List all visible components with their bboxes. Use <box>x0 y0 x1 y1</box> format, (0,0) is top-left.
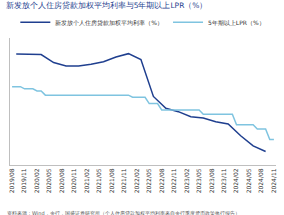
svg-text:2023/08: 2023/08 <box>208 168 215 193</box>
svg-text:2021/05: 2021/05 <box>95 168 102 193</box>
svg-text:2021/02: 2021/02 <box>83 168 90 193</box>
svg-text:2024/08: 2024/08 <box>257 168 264 193</box>
svg-text:2022/02: 2022/02 <box>133 168 140 193</box>
svg-text:2022/08: 2022/08 <box>158 168 165 193</box>
svg-text:2021/11: 2021/11 <box>120 168 127 193</box>
svg-text:2023/02: 2023/02 <box>183 168 190 193</box>
svg-text:资料来源：Wind，央行，国盛证券研究所（个人住房贷款加权平: 资料来源：Wind，央行，国盛证券研究所（个人住房贷款加权平均利率来自央行季度货… <box>7 210 240 215</box>
svg-text:2019/11: 2019/11 <box>21 168 28 193</box>
svg-text:2019/08: 2019/08 <box>8 168 15 193</box>
svg-text:2020/05: 2020/05 <box>45 168 52 193</box>
svg-text:2024/05: 2024/05 <box>245 168 252 193</box>
svg-text:2021/08: 2021/08 <box>108 168 115 193</box>
svg-text:5年期以上LPR（%）: 5年期以上LPR（%） <box>208 19 265 27</box>
svg-text:新发放个人住房贷款加权平均利率与5年期以上LPR（%）: 新发放个人住房贷款加权平均利率与5年期以上LPR（%） <box>6 1 208 10</box>
svg-text:2020/11: 2020/11 <box>70 168 77 193</box>
svg-text:2024/02: 2024/02 <box>232 168 239 193</box>
svg-text:2020/02: 2020/02 <box>33 168 40 193</box>
svg-text:2022/05: 2022/05 <box>145 168 152 193</box>
svg-text:2023/11: 2023/11 <box>220 168 227 193</box>
svg-text:2024/11: 2024/11 <box>270 168 277 193</box>
svg-text:新发放个人住房贷款加权平均利率（%）: 新发放个人住房贷款加权平均利率（%） <box>55 19 163 27</box>
svg-text:2022/11: 2022/11 <box>170 168 177 193</box>
svg-text:2020/08: 2020/08 <box>58 168 65 193</box>
svg-text:2023/05: 2023/05 <box>195 168 202 193</box>
